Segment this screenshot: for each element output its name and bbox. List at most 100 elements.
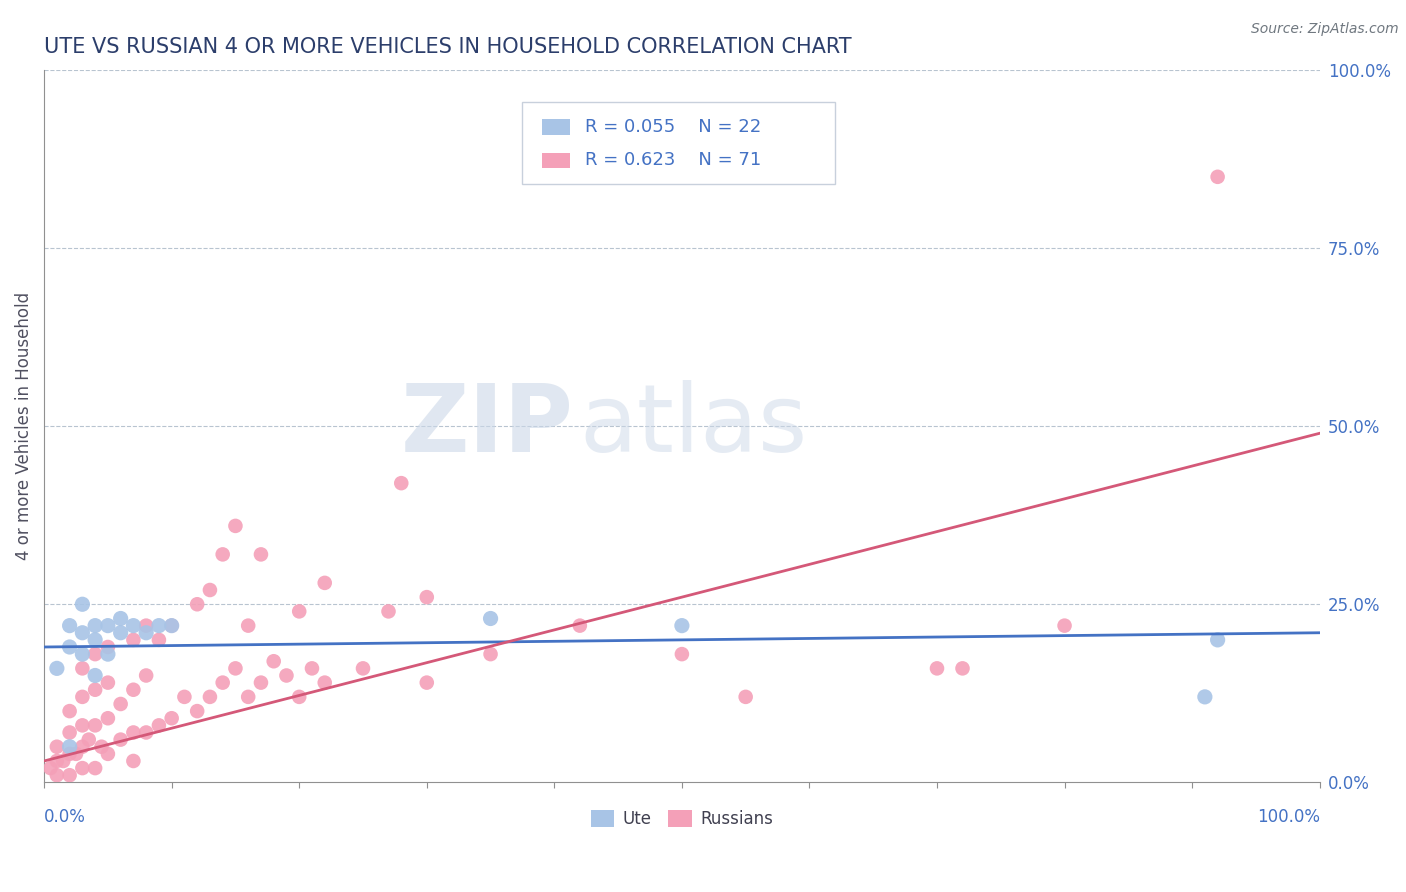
Point xyxy=(72,661,94,675)
Point xyxy=(97,675,120,690)
Bar xyxy=(541,120,569,135)
Point xyxy=(84,718,107,732)
Point xyxy=(198,582,221,597)
Text: ZIP: ZIP xyxy=(401,380,574,472)
Point xyxy=(122,618,145,632)
Point xyxy=(135,625,157,640)
Point xyxy=(97,711,120,725)
Point xyxy=(45,754,67,768)
Point xyxy=(1194,690,1216,704)
Point xyxy=(173,690,195,704)
Point xyxy=(314,575,336,590)
Point xyxy=(186,704,208,718)
Point xyxy=(671,618,693,632)
Point xyxy=(59,768,82,782)
Point xyxy=(72,718,94,732)
Point xyxy=(45,768,67,782)
Point xyxy=(72,761,94,775)
Point xyxy=(122,725,145,739)
Point xyxy=(250,548,273,562)
Bar xyxy=(541,153,569,169)
Point xyxy=(59,739,82,754)
Point xyxy=(65,747,87,761)
Point xyxy=(135,618,157,632)
Point xyxy=(110,611,132,625)
FancyBboxPatch shape xyxy=(523,102,835,184)
Point xyxy=(224,661,246,675)
Point xyxy=(301,661,323,675)
Point xyxy=(84,632,107,647)
Point xyxy=(148,632,170,647)
Point xyxy=(925,661,948,675)
Point xyxy=(389,476,412,491)
Point xyxy=(314,675,336,690)
Point xyxy=(288,690,311,704)
Point xyxy=(72,625,94,640)
Text: 100.0%: 100.0% xyxy=(1257,807,1320,825)
Point xyxy=(122,754,145,768)
Point xyxy=(148,718,170,732)
Text: UTE VS RUSSIAN 4 OR MORE VEHICLES IN HOUSEHOLD CORRELATION CHART: UTE VS RUSSIAN 4 OR MORE VEHICLES IN HOU… xyxy=(44,37,852,57)
Point xyxy=(84,618,107,632)
Point xyxy=(377,604,399,618)
Point xyxy=(211,675,233,690)
Point xyxy=(59,704,82,718)
Point xyxy=(97,747,120,761)
Point xyxy=(1206,632,1229,647)
Point xyxy=(97,618,120,632)
Point xyxy=(238,690,260,704)
Point xyxy=(416,675,439,690)
Text: R = 0.055    N = 22: R = 0.055 N = 22 xyxy=(585,118,761,136)
Point xyxy=(72,647,94,661)
Point xyxy=(59,747,82,761)
Point xyxy=(77,732,100,747)
Point xyxy=(84,668,107,682)
Point xyxy=(122,632,145,647)
Point xyxy=(734,690,756,704)
Text: 0.0%: 0.0% xyxy=(44,807,86,825)
Y-axis label: 4 or more Vehicles in Household: 4 or more Vehicles in Household xyxy=(15,292,32,560)
Point xyxy=(250,675,273,690)
Point xyxy=(84,761,107,775)
Point xyxy=(72,690,94,704)
Point xyxy=(148,618,170,632)
Point xyxy=(671,647,693,661)
Point xyxy=(72,597,94,611)
Point xyxy=(211,548,233,562)
Point xyxy=(72,739,94,754)
Point xyxy=(416,590,439,604)
Text: R = 0.623    N = 71: R = 0.623 N = 71 xyxy=(585,152,761,169)
Point xyxy=(952,661,974,675)
Point xyxy=(135,725,157,739)
Point xyxy=(135,668,157,682)
Point xyxy=(224,519,246,533)
Point xyxy=(288,604,311,618)
Point xyxy=(276,668,298,682)
Legend: Ute, Russians: Ute, Russians xyxy=(585,803,779,835)
Point xyxy=(1206,169,1229,184)
Point xyxy=(97,647,120,661)
Point xyxy=(479,611,502,625)
Point xyxy=(1053,618,1076,632)
Point xyxy=(479,647,502,661)
Point xyxy=(198,690,221,704)
Point xyxy=(160,618,183,632)
Point xyxy=(160,618,183,632)
Point xyxy=(84,647,107,661)
Point xyxy=(352,661,374,675)
Point xyxy=(122,682,145,697)
Point xyxy=(45,739,67,754)
Point xyxy=(238,618,260,632)
Point xyxy=(110,732,132,747)
Point xyxy=(59,618,82,632)
Point xyxy=(59,725,82,739)
Point xyxy=(84,682,107,697)
Point xyxy=(90,739,112,754)
Point xyxy=(59,640,82,654)
Point xyxy=(45,661,67,675)
Point xyxy=(160,711,183,725)
Point xyxy=(52,754,75,768)
Text: atlas: atlas xyxy=(579,380,808,472)
Point xyxy=(263,654,285,668)
Point xyxy=(97,640,120,654)
